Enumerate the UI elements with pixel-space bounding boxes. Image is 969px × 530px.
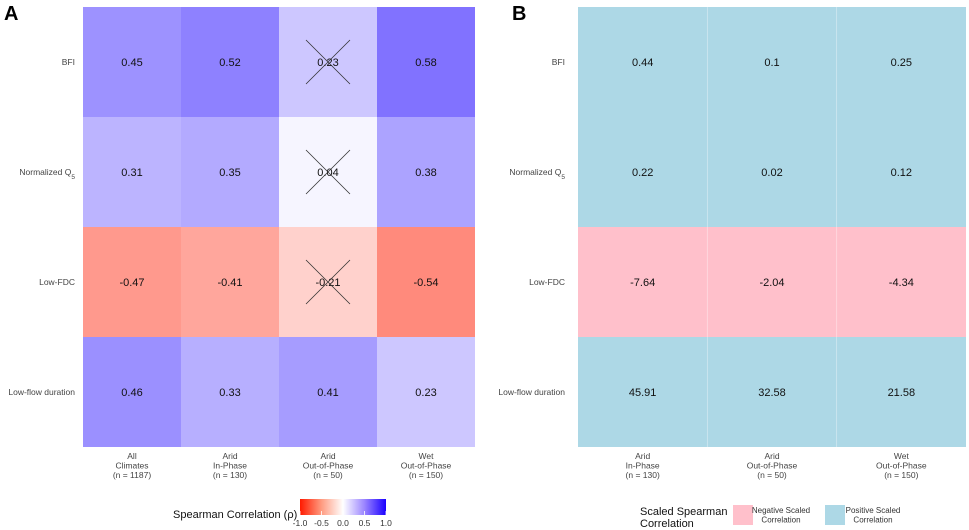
panel-a-cross-mark [305,149,351,195]
panel-a-cell-value: 0.23 [317,57,338,69]
panel-b-row-label: BFI [552,57,565,67]
panel-a-cell-value: 0.46 [121,387,142,399]
legend-a-tick-label: -1.0 [293,518,308,528]
panel-a-cell [83,7,181,117]
panel-a-cell [181,117,279,227]
panel-a-cell [377,7,475,117]
panel-a-heatmap: BFI 0.45 0.52 0.23 0.58 Normalized Q5 0.31 0.35… [8,7,475,480]
panel-a-cell-value: 0.52 [219,57,240,69]
legend-a-tick-label: 0.5 [359,518,371,528]
panel-b-cell [578,227,708,337]
panel-a-cell-value: 0.41 [317,387,338,399]
legend-a-tick-label: 0.0 [337,518,349,528]
panel-a-cell-value: -0.47 [119,277,144,289]
panel-b-cell-value: 45.91 [629,387,657,399]
legend-b-label: Positive Scaled Correlation [846,506,901,525]
panel-b-row-label: Normalized Q5 [509,167,565,181]
legend-a-title: Spearman Correlation (ρ) [173,509,297,521]
panel-b-cell-value: 0.12 [891,167,912,179]
legend-b-swatch [825,505,845,525]
panel-a-cell-value: -0.54 [413,277,438,289]
panel-a-cell [377,117,475,227]
legend-b-swatch [733,505,753,525]
panel-b-cell [707,117,837,227]
panel-a-cell-value: 0.31 [121,167,142,179]
panel-a-cell [83,337,181,447]
panel-b-cell [836,117,966,227]
panel-b-cell-value: 32.58 [758,387,786,399]
panel-b-cell-value: 0.1 [764,57,779,69]
panel-a-row-label: BFI [62,57,75,67]
panel-b-cell [707,7,837,117]
legend-b-title: Scaled Spearman Correlation [640,506,727,530]
legend-a-tick-label: -0.5 [314,518,329,528]
panel-a-row-label: Low-FDC [39,277,75,287]
panel-a-letter: A [4,3,18,25]
panel-b-cell-value: 0.44 [632,57,653,69]
panel-b-cell-value: 0.25 [891,57,912,69]
panel-a-cross-mark [305,259,351,305]
panel-b-row-label: Low-flow duration [498,387,565,397]
panel-b-cell [707,227,837,337]
panel-b-cell-value: -4.34 [889,277,914,289]
panel-a-cell [83,227,181,337]
panel-a-row-label: Normalized Q5 [19,167,75,181]
panel-b-cell [836,227,966,337]
panel-a-row-label: Low-flow duration [8,387,75,397]
panel-a-col-label: All Climates (n = 1187) [113,451,152,480]
legend-a: Spearman Correlation (ρ) -1.0 -0.5 0.0 0.5 1… [173,499,392,528]
panel-a-cell-value: 0.23 [415,387,436,399]
panel-a-cell-value: 0.33 [219,387,240,399]
panel-a-col-label: Arid Out-of-Phase (n = 50) [303,451,354,480]
panel-a-cell [377,337,475,447]
panel-a-col-label: Wet Out-of-Phase (n = 150) [401,451,452,480]
panel-a-cell [181,7,279,117]
panel-b-letter: B [512,3,526,25]
panel-b-col-label: Arid In-Phase (n = 130) [626,451,660,480]
panel-a-cell [377,227,475,337]
panel-b-cell [578,7,708,117]
legend-a-tick-label: 1.0 [380,518,392,528]
panel-b-cell-value: -7.64 [630,277,655,289]
panel-b-cell-value: 0.02 [761,167,782,179]
panel-b-col-label: Arid Out-of-Phase (n = 50) [747,451,798,480]
panel-b-cell [578,337,708,447]
panel-a-cell-value: -0.41 [217,277,242,289]
panel-a-cell [279,337,377,447]
panel-b-cell [836,7,966,117]
panel-b-heatmap: BFI 0.44 0.1 0.25 Normalized Q5 0.22 0.02 0.12 L… [498,7,966,480]
panel-b-cell-value: 0.22 [632,167,653,179]
panel-b-cell-value: -2.04 [759,277,784,289]
panel-a-cell [181,227,279,337]
panel-a-cell-value: 0.35 [219,167,240,179]
panel-b-cell-value: 21.58 [888,387,916,399]
panel-b-cell [578,117,708,227]
panel-a-cell-value: 0.45 [121,57,142,69]
panel-a-cross-mark [305,39,351,85]
panel-b-row-label: Low-FDC [529,277,565,287]
panel-a-col-label: Arid In-Phase (n = 130) [213,451,247,480]
panel-a-cell-value: 0.58 [415,57,436,69]
legend-b-label: Negative Scaled Correlation [752,506,810,525]
panel-b-cell [707,337,837,447]
panel-b-cell [836,337,966,447]
panel-a-cell [181,337,279,447]
panel-a-cell-value: -0.21 [315,277,340,289]
panel-a-cell [83,117,181,227]
panel-a-cell-value: 0.04 [317,167,338,179]
legend-b: Scaled Spearman Correlation Negative Scale… [640,505,900,530]
panel-b-col-label: Wet Out-of-Phase (n = 150) [876,451,927,480]
panel-a-cell-value: 0.38 [415,167,436,179]
